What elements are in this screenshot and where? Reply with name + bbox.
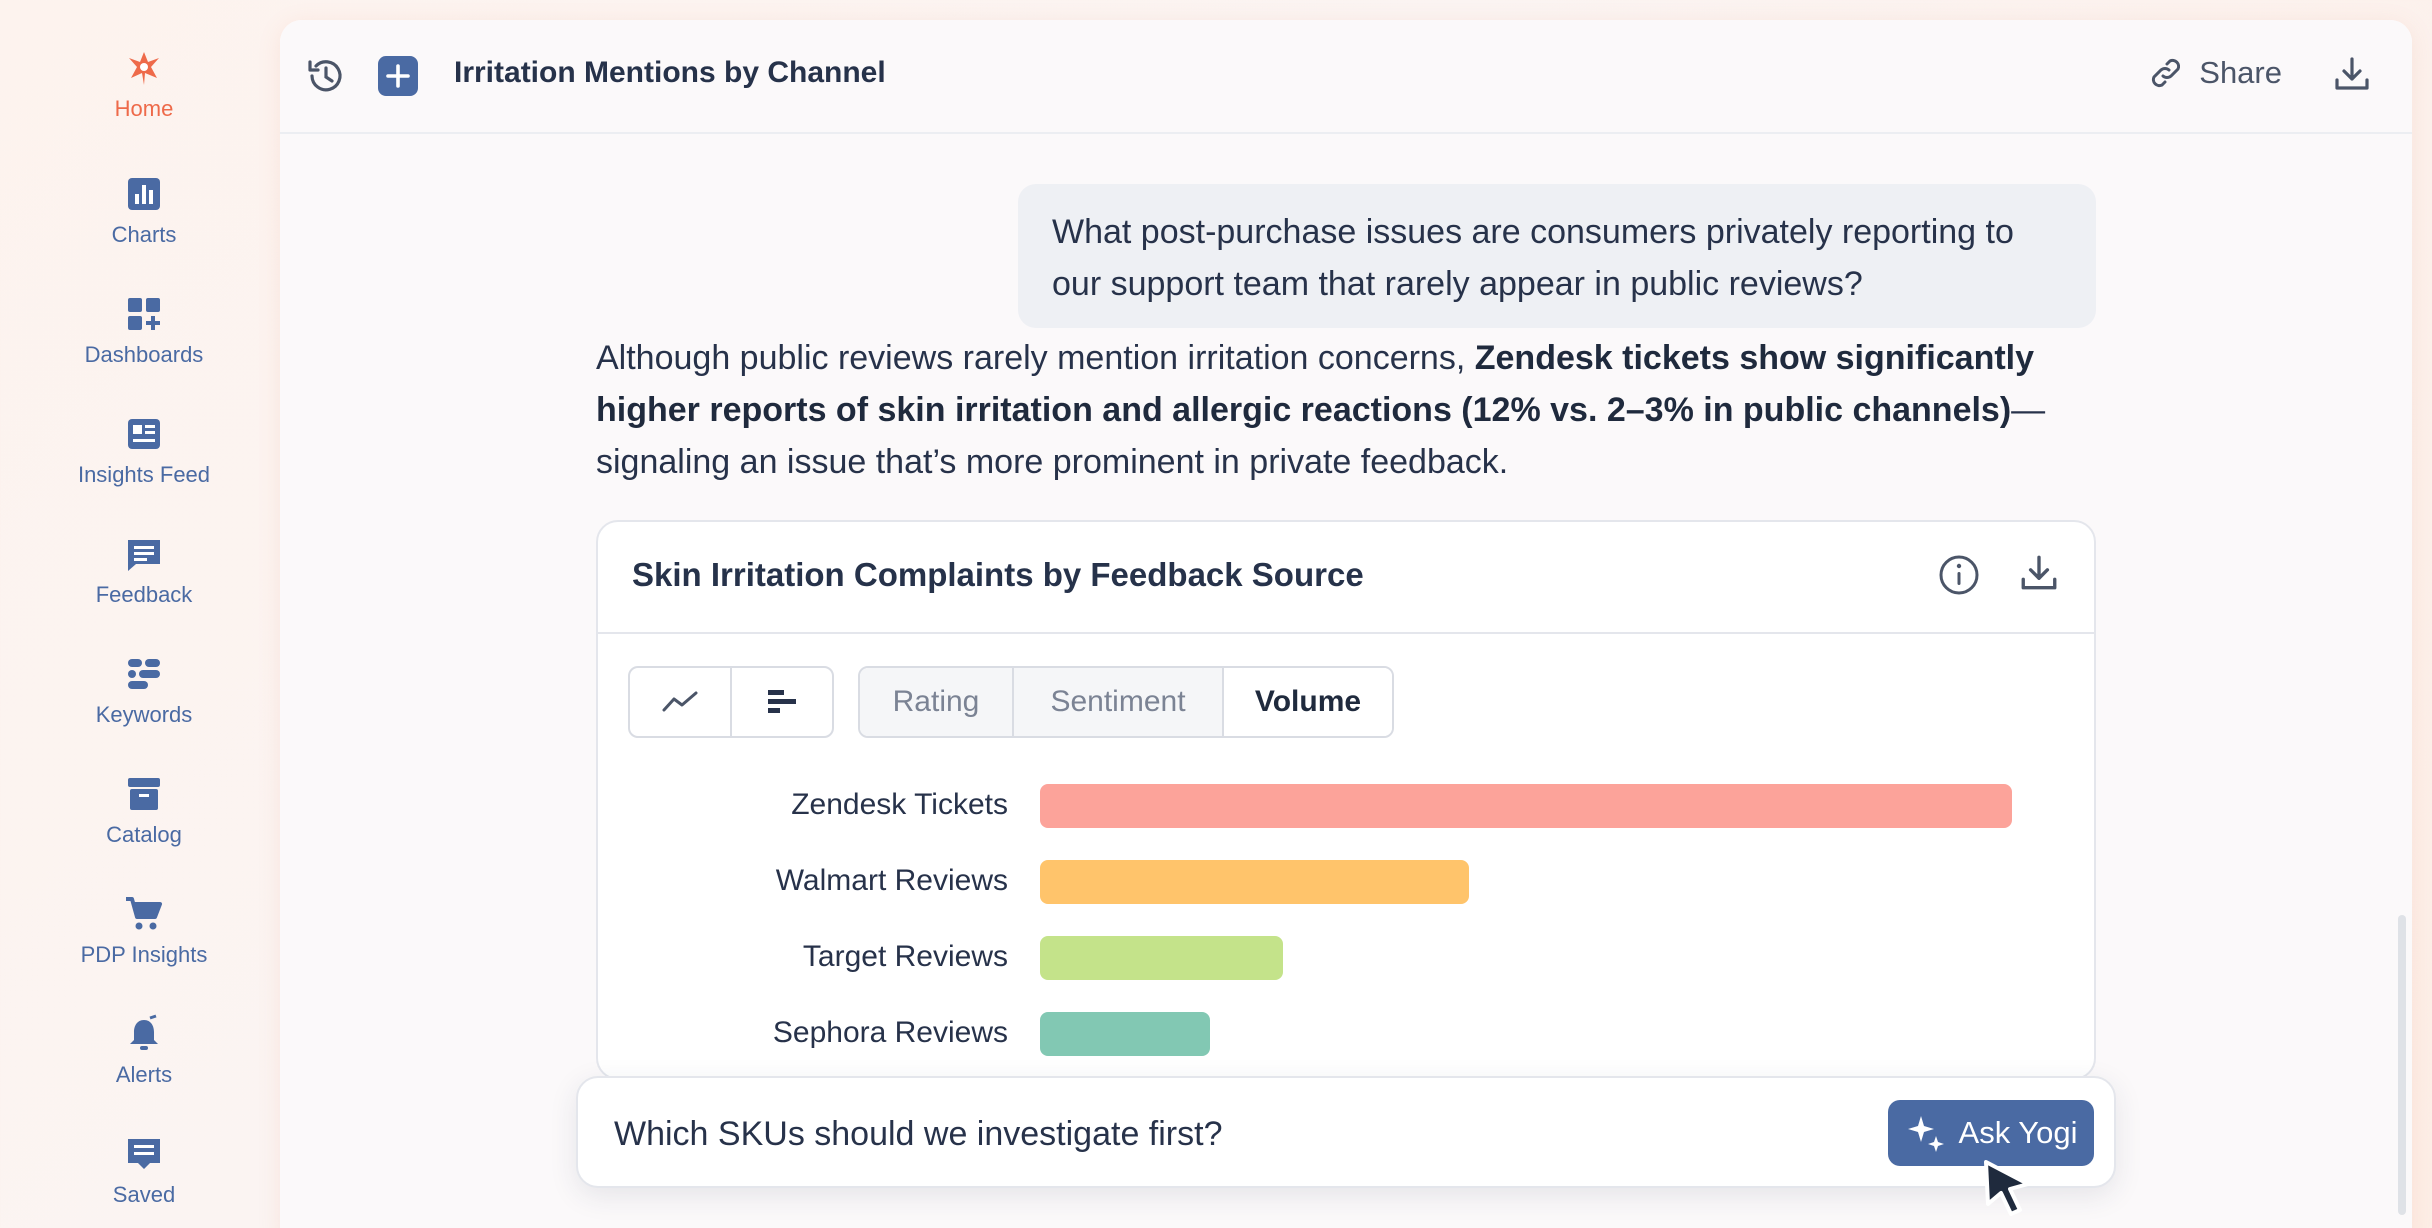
sidebar-item-label: Alerts [115,1062,173,1087]
bar-chart: Zendesk Tickets Walmart Reviews Target Rev… [598,762,2094,1078]
sidebar-item-insights-feed[interactable]: Insights Feed [0,414,288,488]
history-icon[interactable] [304,54,348,98]
scrollbar[interactable] [2398,915,2406,1215]
sidebar-item-catalog[interactable]: Catalog [0,774,288,848]
sidebar-item-label: Keywords [95,702,193,727]
bar-chart-toggle[interactable] [730,668,832,736]
keywords-icon [128,659,160,689]
mouse-cursor-icon [1984,1160,2030,1216]
link-icon [2152,58,2181,88]
horizontal-bar-icon [768,690,796,713]
sidebar-item-dashboards[interactable]: Dashboards [0,294,288,368]
sidebar-item-label: Catalog [106,822,182,847]
assistant-answer: Although public reviews rarely mention i… [596,332,2096,488]
chart-card-header: Skin Irritation Complaints by Feedback S… [598,522,2094,634]
metric-tabs: Rating Sentiment Volume [858,666,1394,738]
sidebar-item-label: Charts [111,222,177,247]
ask-box: Ask Yogi [576,1076,2116,1188]
chart-download-icon[interactable] [2018,552,2060,594]
archive-icon [128,778,160,810]
sidebar: Home Charts Dashboards Insights Feed [0,0,280,1228]
sidebar-item-home[interactable]: Home [0,48,288,122]
bar[interactable] [1040,936,1283,980]
sidebar-item-label: Feedback [95,582,193,607]
info-icon[interactable] [1936,552,1982,598]
sidebar-item-label: Saved [112,1182,176,1207]
chart-card: Skin Irritation Complaints by Feedback S… [596,520,2096,1080]
sidebar-item-charts[interactable]: Charts [0,174,288,248]
answer-intro: Although public reviews rarely mention i… [596,339,1475,377]
bar-chart-icon [128,178,160,210]
main-panel: Irritation Mentions by Channel Share Wha… [280,20,2412,1228]
conversation-area: What post-purchase issues are consumers … [280,134,2412,1228]
share-label: Share [2199,55,2282,90]
sidebar-item-keywords[interactable]: Keywords [0,654,288,728]
tab-rating[interactable]: Rating [860,668,1012,736]
sidebar-item-feedback[interactable]: Feedback [0,534,288,608]
bookmark-icon [128,1139,160,1169]
chart-type-toggle [628,666,834,738]
ask-yogi-button[interactable]: Ask Yogi [1888,1100,2094,1166]
bell-icon [130,1014,158,1050]
sidebar-item-pdp-insights[interactable]: PDP Insights [0,894,288,968]
cart-icon [126,897,162,930]
sidebar-item-alerts[interactable]: Alerts [0,1014,288,1088]
home-logo-icon [129,52,159,85]
user-message: What post-purchase issues are consumers … [1018,184,2096,328]
share-button[interactable]: Share [2147,54,2282,92]
sidebar-item-label: PDP Insights [80,942,208,967]
bar-label: Walmart Reviews [775,864,1008,897]
answer-highlight: Zendesk tickets show significantly highe… [596,339,2035,429]
feed-icon [128,419,160,449]
sidebar-item-label: Dashboards [84,342,204,367]
tab-sentiment[interactable]: Sentiment [1012,668,1222,736]
sidebar-item-saved[interactable]: Saved [0,1134,288,1208]
download-icon[interactable] [2332,54,2372,94]
bar-label: Sephora Reviews [772,1016,1008,1049]
sidebar-item-label: Insights Feed [77,462,211,487]
chat-icon [128,540,160,571]
chart-title: Skin Irritation Complaints by Feedback S… [632,556,1364,593]
line-chart-icon [662,691,698,712]
page-title: Irritation Mentions by Channel [454,56,886,89]
bar-label: Target Reviews [802,940,1008,973]
sparkle-icon [1907,1116,1944,1152]
top-bar: Irritation Mentions by Channel Share [280,20,2412,134]
line-chart-toggle[interactable] [630,668,730,736]
tab-volume[interactable]: Volume [1222,668,1392,736]
bar[interactable] [1040,1012,1210,1056]
dashboard-icon [128,298,160,330]
bar[interactable] [1040,784,2012,828]
sidebar-item-label: Home [114,96,174,121]
bar[interactable] [1040,860,1469,904]
new-chat-icon[interactable] [376,54,420,98]
answer-outro: —signaling an issue that’s more prominen… [596,391,2046,481]
ask-yogi-label: Ask Yogi [1958,1115,2078,1150]
bar-label: Zendesk Tickets [791,788,1008,821]
ask-input[interactable] [614,1108,1854,1160]
